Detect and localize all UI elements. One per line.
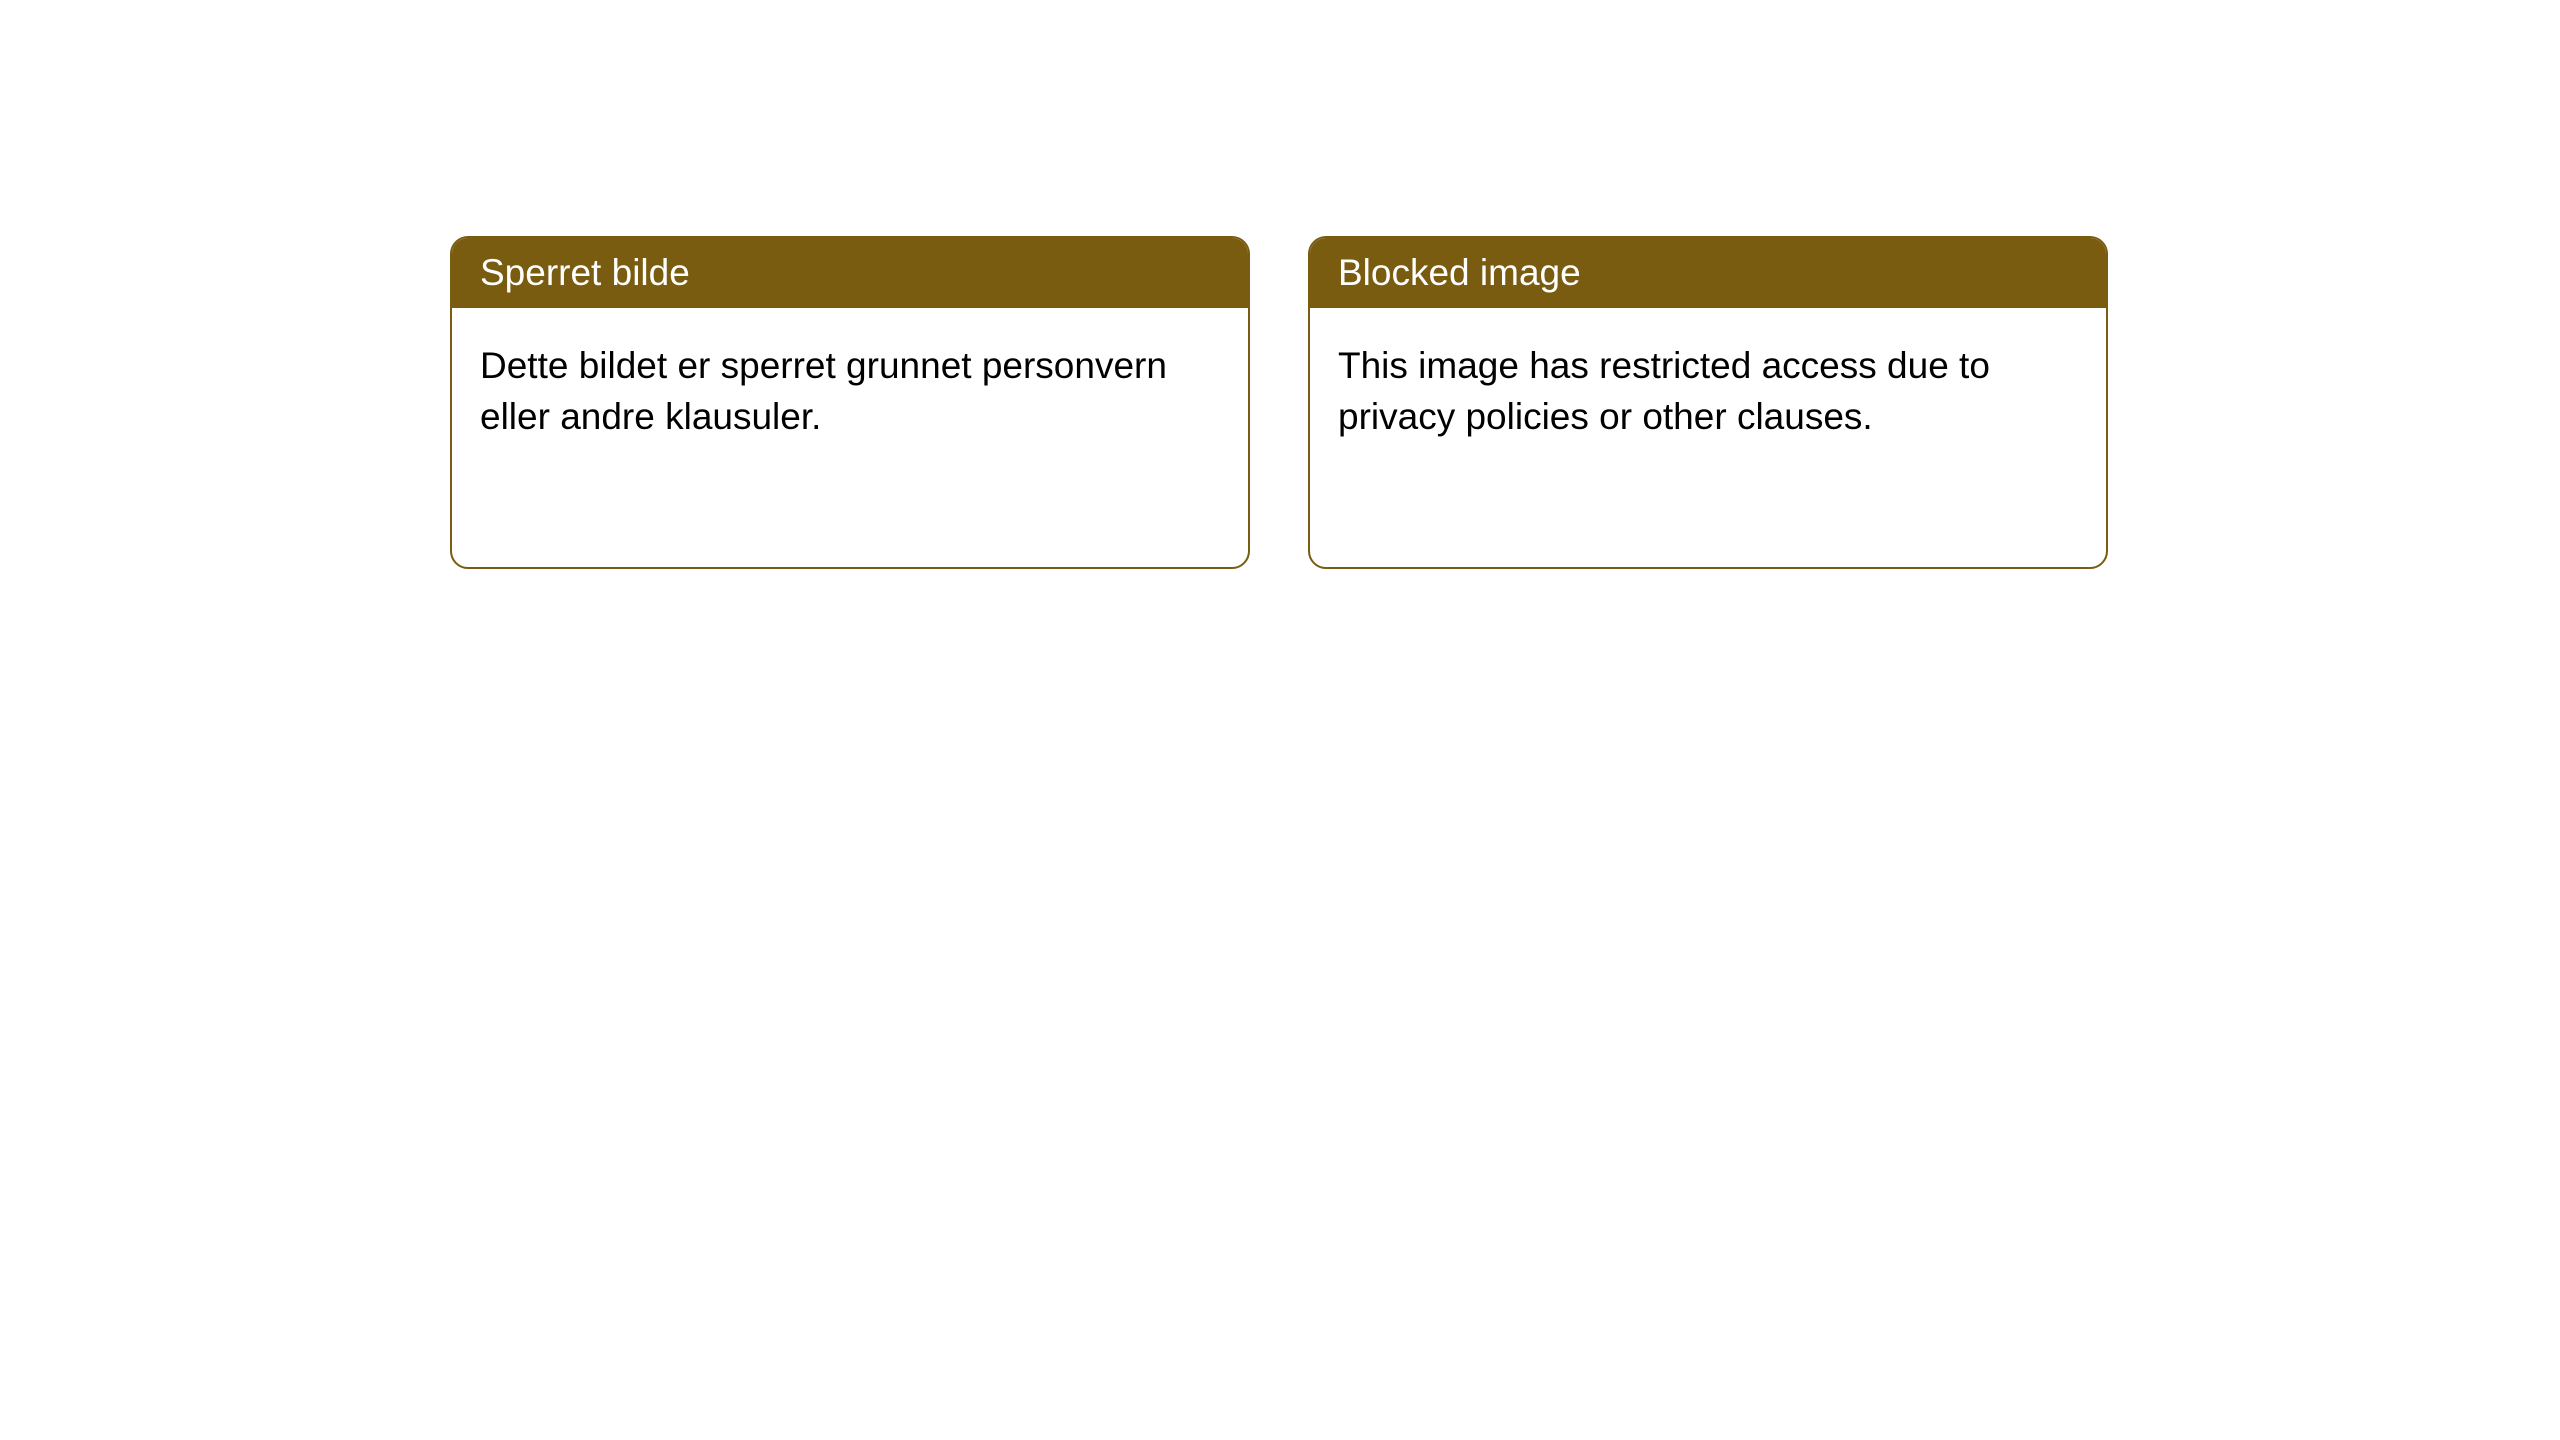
card-header-en: Blocked image xyxy=(1310,238,2106,308)
card-header-no: Sperret bilde xyxy=(452,238,1248,308)
blocked-image-card-no: Sperret bilde Dette bildet er sperret gr… xyxy=(450,236,1250,569)
blocked-image-card-en: Blocked image This image has restricted … xyxy=(1308,236,2108,569)
card-body-no: Dette bildet er sperret grunnet personve… xyxy=(452,308,1248,474)
card-body-en: This image has restricted access due to … xyxy=(1310,308,2106,474)
blocked-image-cards: Sperret bilde Dette bildet er sperret gr… xyxy=(450,236,2108,569)
